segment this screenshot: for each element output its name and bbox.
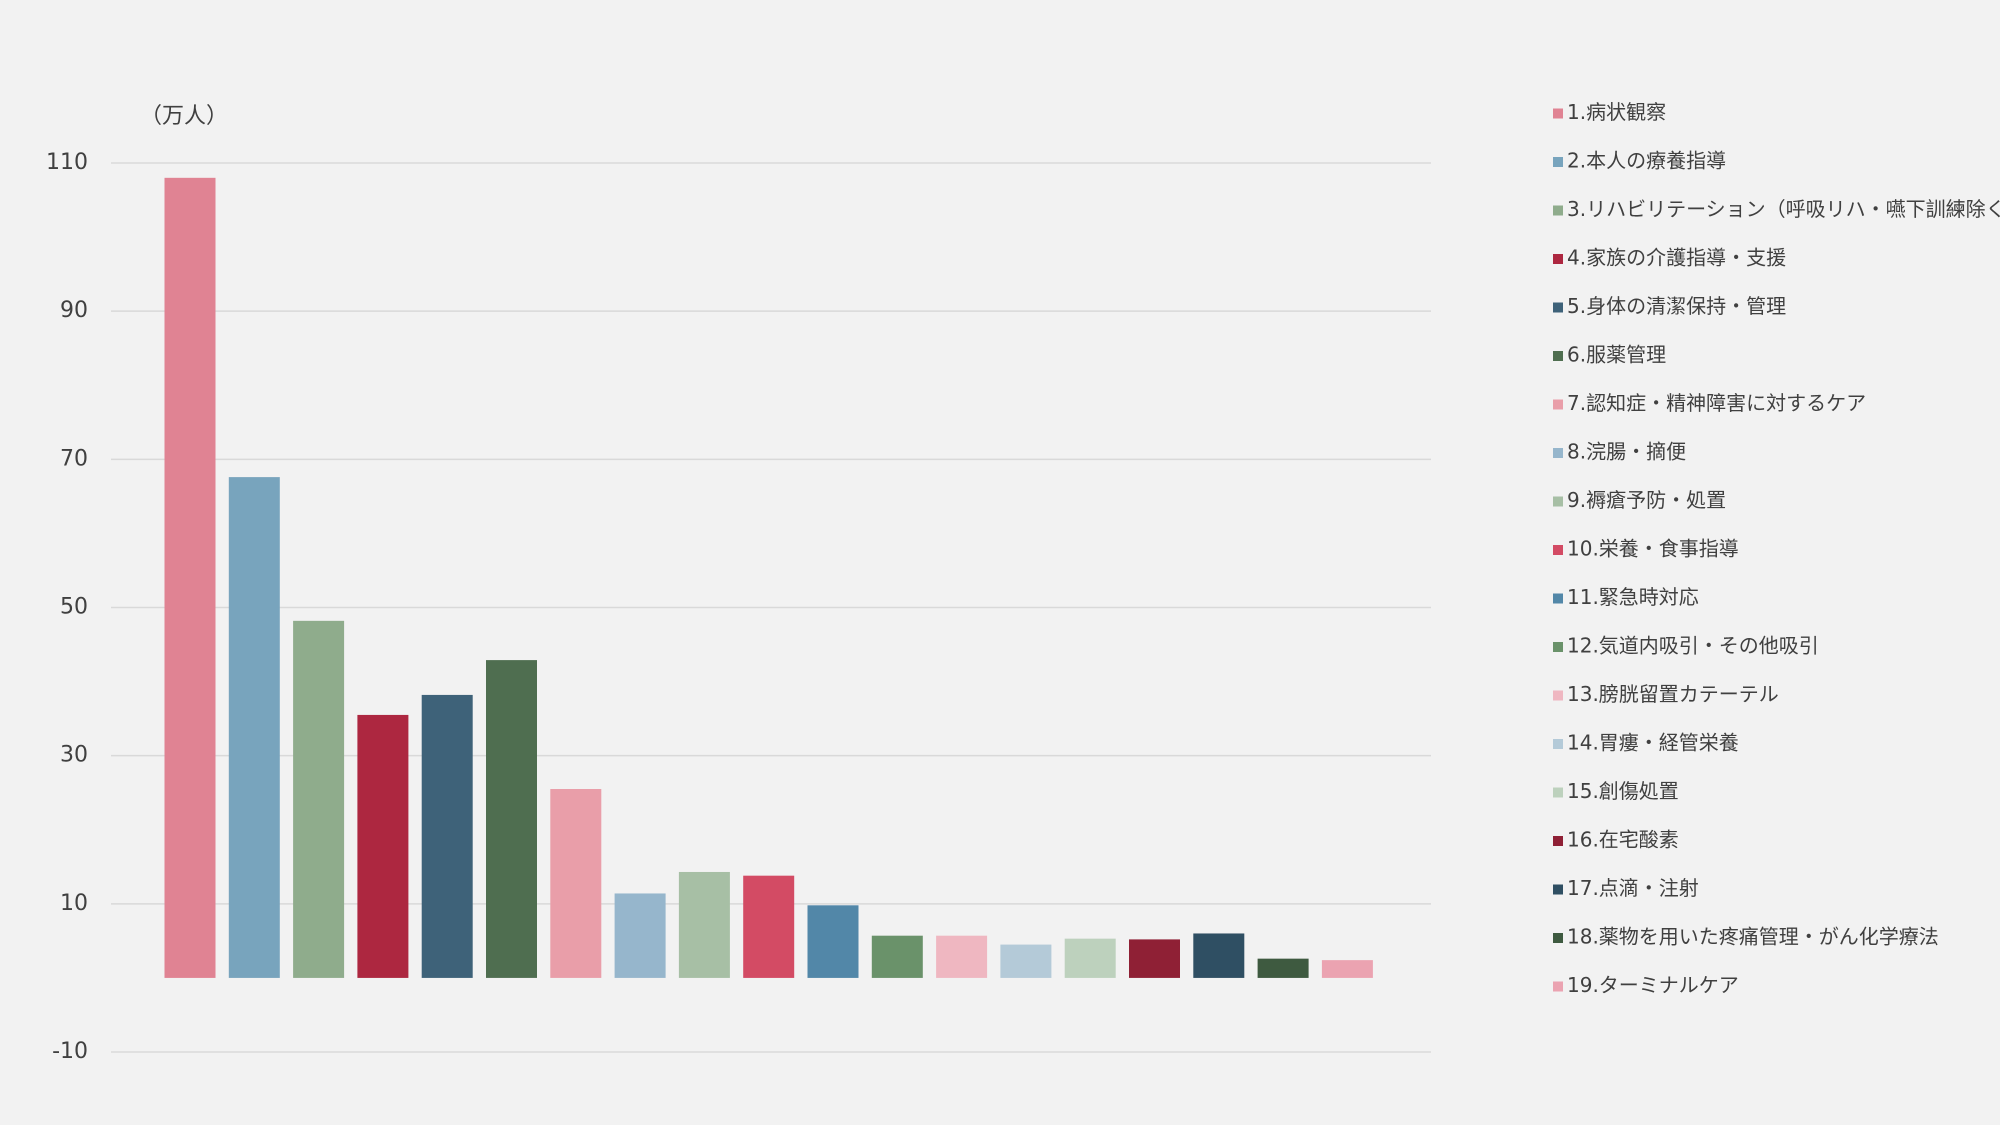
legend-label: 10.栄養・食事指導 — [1567, 537, 1739, 561]
bar — [1129, 939, 1180, 978]
legend-swatch — [1553, 254, 1563, 264]
legend-swatch — [1553, 981, 1563, 992]
y-tick-label: 10 — [60, 891, 88, 916]
y-tick-label: -10 — [52, 1039, 88, 1064]
bar — [1257, 958, 1309, 978]
legend-swatch — [1553, 399, 1563, 410]
legend-label: 16.在宅酸素 — [1567, 828, 1679, 852]
legend-swatch — [1553, 933, 1563, 943]
legend-swatch — [1553, 787, 1563, 798]
legend-swatch — [1553, 448, 1563, 458]
legend-swatch — [1553, 739, 1563, 749]
bar — [1193, 933, 1245, 978]
legend-swatch — [1553, 302, 1563, 313]
legend-label: 3.リハビリテーション（呼吸リハ・嚥下訓練除く） — [1567, 197, 2000, 221]
legend-label: 4.家族の介護指導・支援 — [1567, 246, 1786, 270]
legend-swatch — [1553, 836, 1563, 846]
legend-swatch — [1553, 496, 1563, 507]
legend-swatch — [1553, 884, 1563, 895]
legend-swatch — [1553, 157, 1563, 167]
legend-swatch — [1553, 642, 1563, 652]
y-tick-label: 50 — [60, 595, 88, 620]
legend-label: 6.服薬管理 — [1567, 343, 1666, 367]
legend-label: 17.点滴・注射 — [1567, 876, 1699, 900]
bar — [807, 905, 859, 978]
legend-label: 11.緊急時対応 — [1567, 585, 1699, 609]
legend-label: 1.病状観察 — [1567, 100, 1666, 124]
legend-swatch — [1553, 593, 1563, 604]
bar — [164, 177, 216, 978]
legend-swatch — [1553, 545, 1563, 555]
bar — [1064, 938, 1116, 978]
legend-label: 13.膀胱留置カテーテル — [1567, 682, 1779, 706]
legend-label: 8.浣腸・摘便 — [1567, 440, 1686, 464]
bar — [1321, 960, 1373, 978]
y-tick-label: 90 — [60, 298, 88, 323]
legend-label: 9.褥瘡予防・処置 — [1567, 488, 1726, 512]
legend-label: 2.本人の療養指導 — [1567, 149, 1726, 173]
bar — [293, 620, 345, 978]
bar — [936, 935, 988, 978]
bar — [357, 714, 409, 978]
legend-label: 5.身体の清潔保持・管理 — [1567, 294, 1786, 318]
y-tick-label: 30 — [60, 743, 88, 768]
bar — [871, 935, 923, 978]
bar — [678, 871, 730, 978]
legend-label: 18.薬物を用いた疼痛管理・がん化学療法 — [1567, 925, 1939, 949]
legend-label: 15.創傷処置 — [1567, 779, 1679, 803]
bar — [421, 694, 473, 978]
legend-label: 12.気道内吸引・その他吸引 — [1567, 634, 1819, 658]
y-tick-label: 70 — [60, 446, 88, 471]
legend-label: 7.認知症・精神障害に対するケア — [1567, 391, 1866, 415]
legend-label: 14.胃瘻・経管栄養 — [1567, 731, 1739, 755]
bar — [550, 789, 602, 978]
bar — [228, 477, 280, 978]
bar — [1000, 944, 1052, 978]
legend-swatch — [1553, 108, 1563, 119]
bar — [486, 660, 537, 978]
y-tick-label: 110 — [46, 150, 88, 175]
legend-swatch — [1553, 690, 1563, 701]
legend-swatch — [1553, 205, 1563, 216]
y-unit-label: （万人） — [140, 104, 228, 129]
bar — [614, 893, 666, 978]
legend-swatch — [1553, 351, 1563, 361]
bar — [743, 875, 795, 978]
legend-label: 19.ターミナルケア — [1567, 973, 1739, 997]
